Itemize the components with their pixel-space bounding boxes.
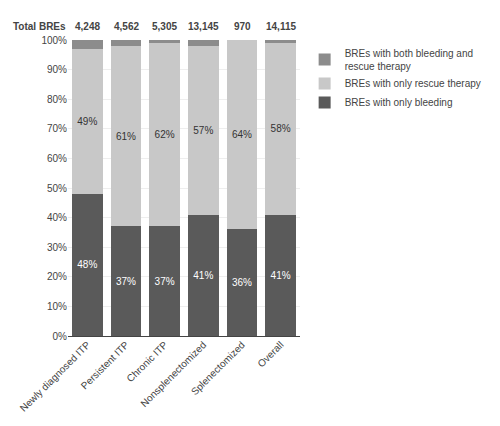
svg-text:37%: 37% [155,276,175,287]
svg-text:57%: 57% [193,125,213,136]
svg-text:Nonsplenectomized: Nonsplenectomized [138,339,208,409]
svg-text:BREs with only bleeding: BREs with only bleeding [345,97,453,108]
svg-text:4,562: 4,562 [114,21,139,32]
svg-text:BREs with both bleeding andres: BREs with both bleeding andrescue therap… [345,48,473,72]
svg-text:48%: 48% [77,259,97,270]
svg-text:49%: 49% [77,116,97,127]
svg-text:36%: 36% [232,277,252,288]
svg-text:10%: 10% [47,301,67,312]
svg-text:0%: 0% [53,331,68,342]
svg-text:Overall: Overall [255,339,285,369]
svg-text:BREs with only rescue therapy: BREs with only rescue therapy [345,78,481,89]
svg-text:64%: 64% [232,129,252,140]
svg-text:40%: 40% [47,212,67,223]
svg-text:5,305: 5,305 [152,21,177,32]
svg-text:Newly diagnosed ITP: Newly diagnosed ITP [18,339,93,414]
svg-text:13,145: 13,145 [188,21,219,32]
svg-text:60%: 60% [47,153,67,164]
svg-text:41%: 41% [193,270,213,281]
svg-text:970: 970 [234,21,251,32]
svg-text:20%: 20% [47,271,67,282]
svg-text:58%: 58% [271,123,291,134]
svg-text:62%: 62% [155,129,175,140]
svg-text:4,248: 4,248 [75,21,100,32]
svg-text:70%: 70% [47,123,67,134]
svg-text:Total BREs: Total BREs [13,21,66,32]
svg-text:90%: 90% [47,64,67,75]
svg-text:41%: 41% [271,270,291,281]
svg-text:61%: 61% [116,131,136,142]
svg-text:Splenectomized: Splenectomized [189,339,247,397]
svg-text:Persistent ITP: Persistent ITP [79,339,131,391]
svg-text:37%: 37% [116,276,136,287]
svg-text:30%: 30% [47,242,67,253]
svg-text:50%: 50% [47,183,67,194]
svg-text:80%: 80% [47,94,67,105]
svg-text:14,115: 14,115 [266,21,296,32]
svg-text:Chronic ITP: Chronic ITP [125,339,170,384]
svg-text:100%: 100% [41,35,67,46]
